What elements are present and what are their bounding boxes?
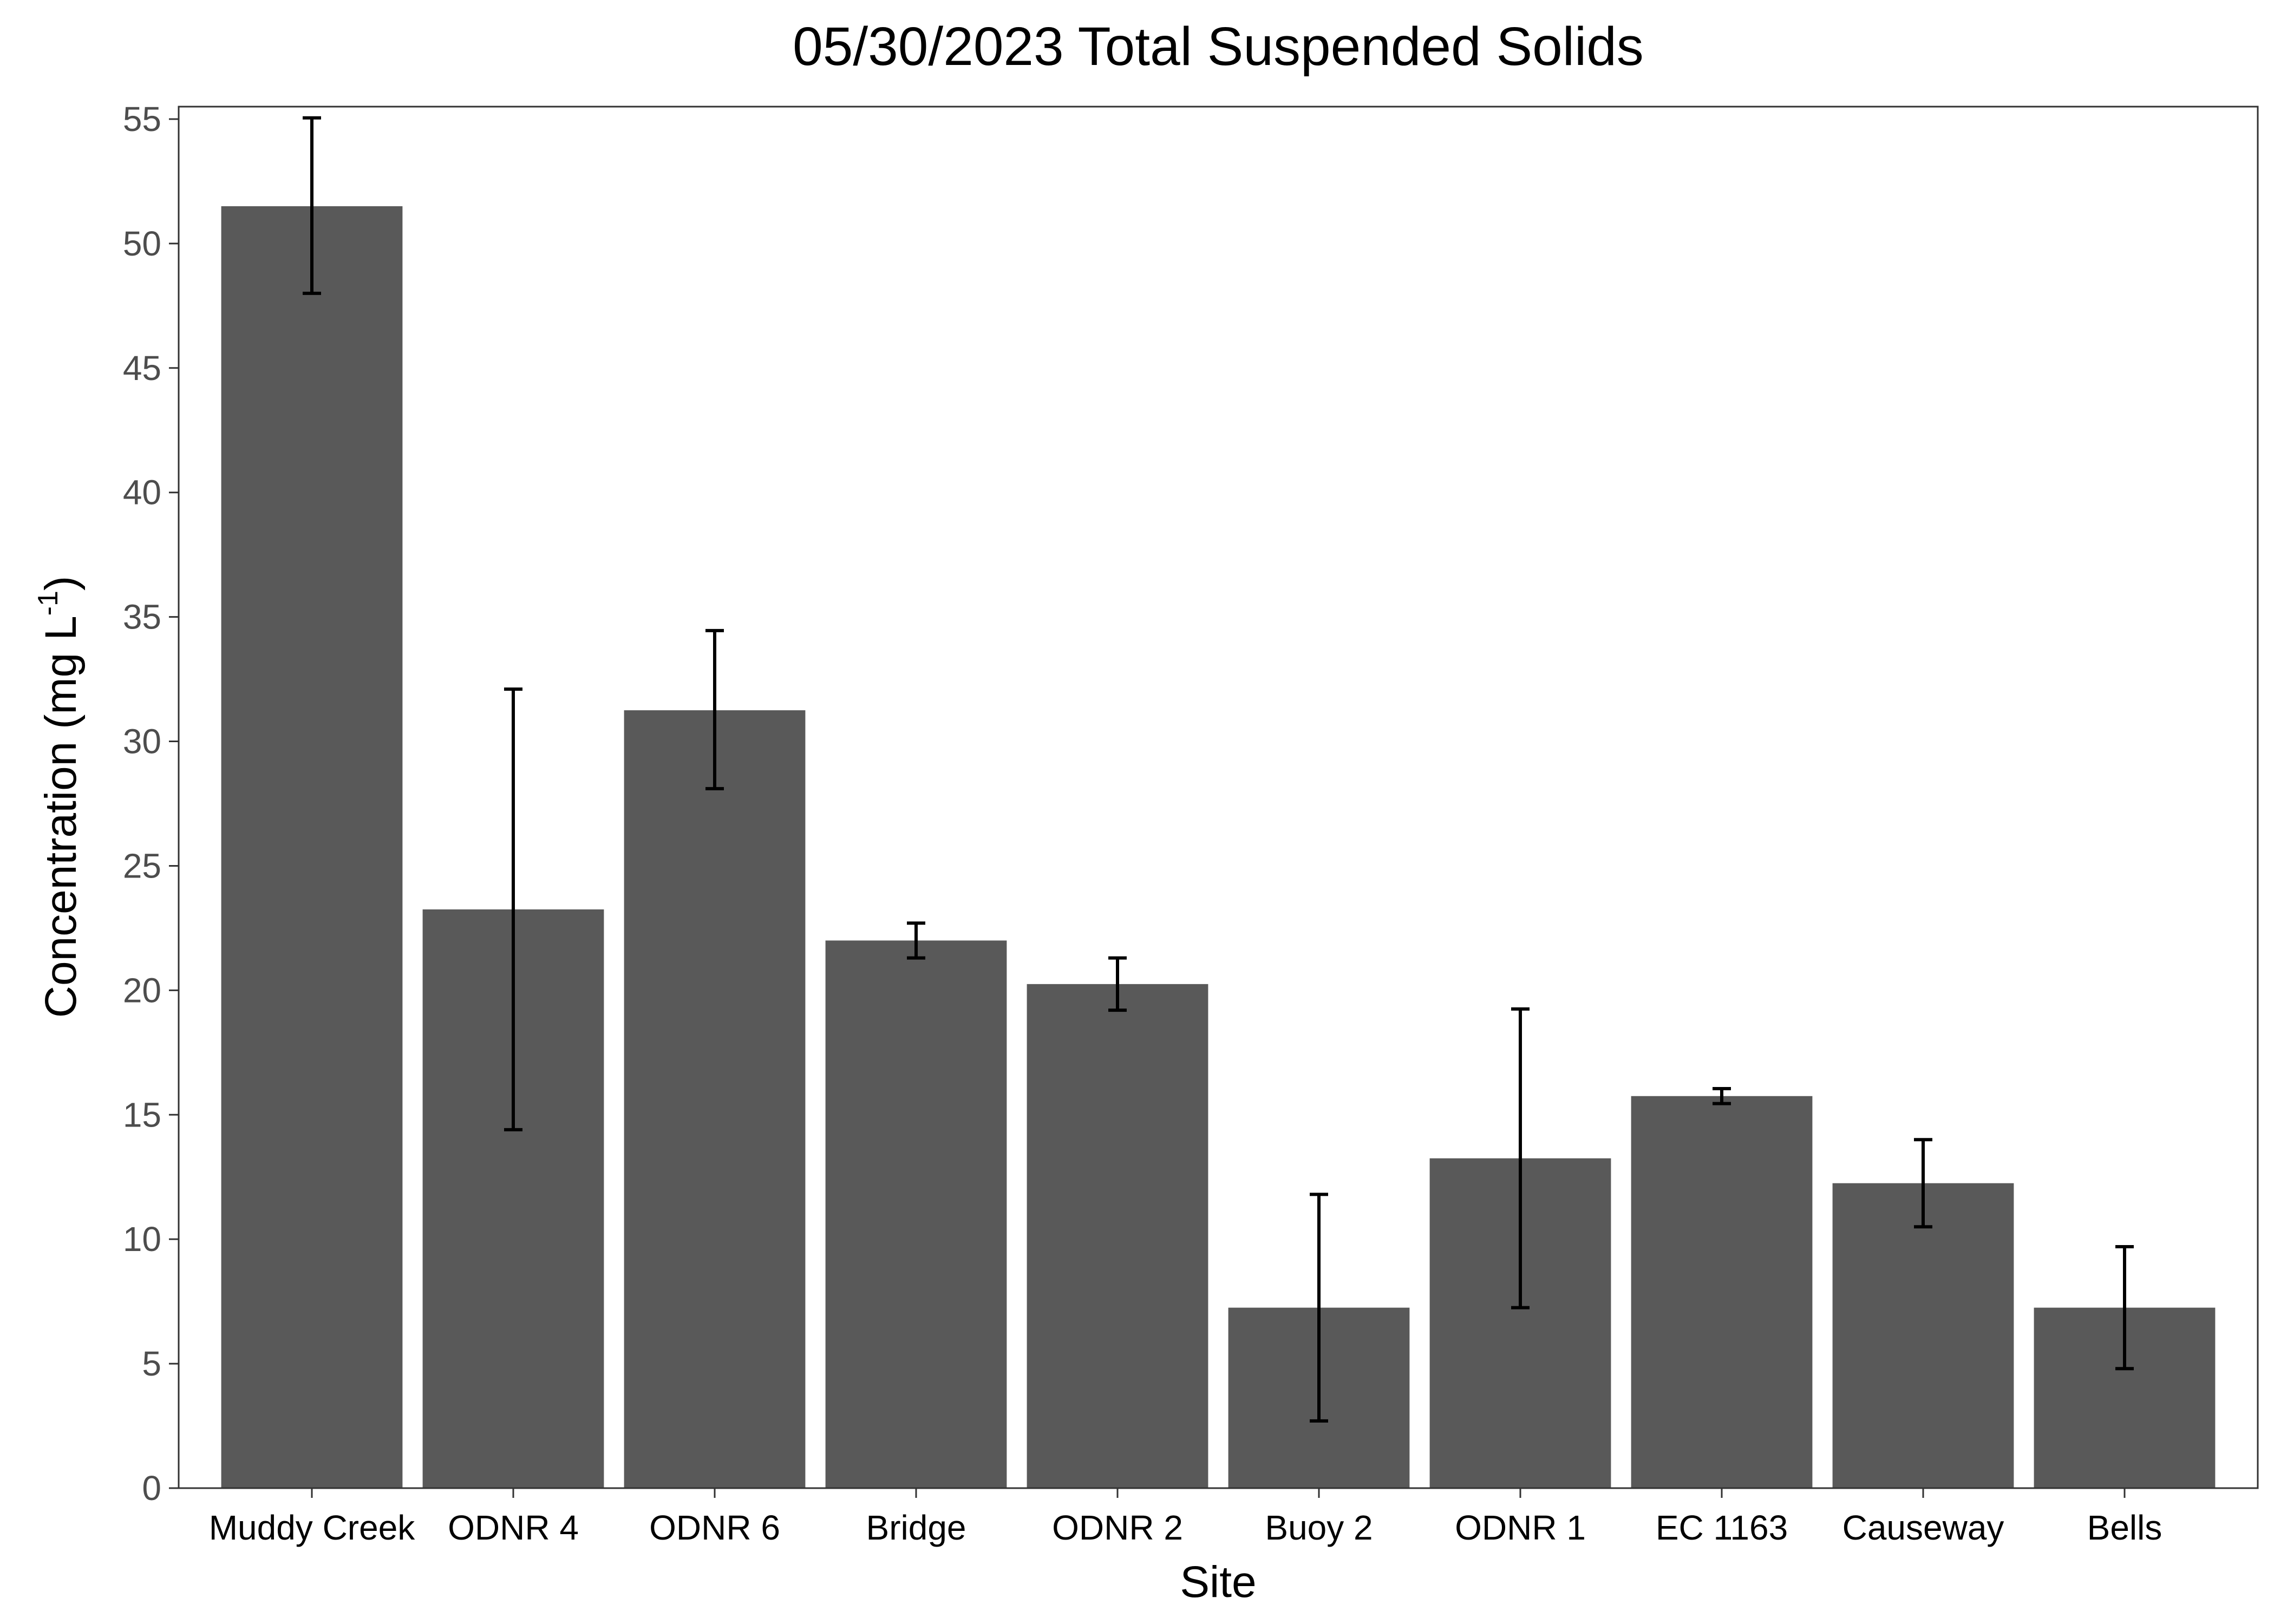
error-bar-causeway (1914, 1138, 1932, 1229)
error-bar-odnr-2 (1108, 956, 1127, 1012)
chart-title: 05/30/2023 Total Suspended Solids (793, 16, 1644, 77)
x-axis: Muddy Creek ODNR 4 ODNR 6 Bridge ODNR 2 Buoy … (209, 1488, 2162, 1547)
y-axis-title-main: Concentration (mg L (36, 615, 86, 1018)
bar-ec-1163 (1631, 1096, 1813, 1488)
y-axis-title: Concentration (mg L-1) (32, 576, 86, 1018)
error-bars-layer (303, 116, 2134, 1423)
x-tick-label-odnr-6: ODNR 6 (649, 1508, 780, 1547)
x-tick-label-odnr-1: ODNR 1 (1455, 1508, 1586, 1547)
error-bar-muddy-creek (303, 116, 321, 295)
x-tick-label-muddy-creek: Muddy Creek (209, 1508, 416, 1547)
x-tick-label-causeway: Causeway (1842, 1508, 2004, 1547)
bars-layer (221, 206, 2216, 1488)
bar-bridge (825, 940, 1007, 1488)
x-tick-label-ec-1163: EC 1163 (1656, 1508, 1788, 1547)
bar-odnr-6 (624, 710, 806, 1488)
x-tick-label-bridge: Bridge (866, 1508, 966, 1547)
y-tick-label: 20 (123, 971, 161, 1010)
bar-muddy-creek (221, 206, 403, 1488)
plot-panel-border (178, 106, 2259, 1489)
y-tick-label: 25 (123, 846, 161, 885)
x-tick-label-buoy-2: Buoy 2 (1265, 1508, 1373, 1547)
y-tick-label: 15 (123, 1095, 161, 1134)
error-bar-odnr-4 (504, 687, 522, 1131)
x-tick-label-odnr-2: ODNR 2 (1052, 1508, 1183, 1547)
y-tick-label: 5 (142, 1344, 161, 1383)
error-bar-odnr-1 (1511, 1007, 1530, 1309)
error-bar-buoy-2 (1310, 1193, 1328, 1423)
y-tick-label: 50 (123, 224, 161, 263)
y-tick-label: 40 (123, 473, 161, 512)
error-bar-ec-1163 (1713, 1086, 1731, 1105)
y-axis-title-superscript: -1 (32, 591, 64, 615)
y-tick-label: 10 (123, 1220, 161, 1259)
bar-odnr-2 (1027, 984, 1208, 1488)
x-tick-label-bells: Bells (2087, 1508, 2162, 1547)
y-tick-label: 30 (123, 722, 161, 761)
y-tick-label: 45 (123, 349, 161, 388)
y-axis-title-close: ) (36, 576, 86, 591)
y-tick-label: 55 (123, 100, 161, 139)
x-axis-title: Site (1180, 1557, 1256, 1607)
error-bar-bells (2115, 1245, 2134, 1371)
bar-causeway (1832, 1183, 2014, 1488)
error-bar-odnr-6 (705, 628, 724, 790)
y-tick-label: 0 (142, 1469, 161, 1508)
y-axis: 0 5 10 15 20 25 30 35 40 45 50 55 (123, 100, 179, 1508)
error-bar-bridge (907, 921, 925, 960)
x-tick-label-odnr-4: ODNR 4 (448, 1508, 579, 1547)
y-tick-label: 35 (123, 598, 161, 637)
